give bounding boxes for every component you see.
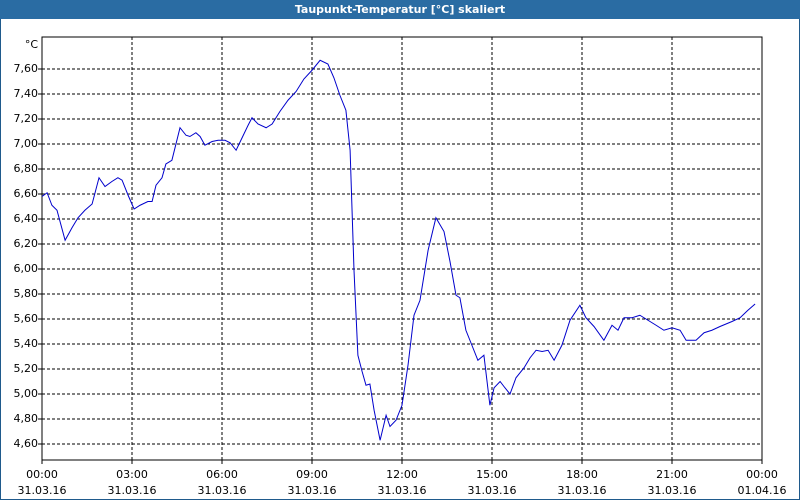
- x-tick-date: 31.03.16: [18, 484, 67, 497]
- x-tick-date: 31.03.16: [648, 484, 697, 497]
- x-tick-date: 31.03.16: [468, 484, 517, 497]
- x-tick-date: 31.03.16: [198, 484, 247, 497]
- y-tick-label: 5,40: [14, 337, 39, 350]
- y-tick-label: 6,40: [14, 212, 39, 225]
- x-tick-label: 18:00: [566, 468, 598, 481]
- y-tick-label: 4,80: [14, 412, 39, 425]
- data-line: [41, 59, 756, 441]
- y-tick-label: 6,20: [14, 237, 39, 250]
- y-tick-label: 5,60: [14, 312, 39, 325]
- x-tick-label: 03:00: [116, 468, 148, 481]
- y-tick-label: 6,80: [14, 162, 39, 175]
- y-tick-label: 5,80: [14, 287, 39, 300]
- x-tick-date: 31.03.16: [378, 484, 427, 497]
- x-tick-label: 00:00: [746, 468, 778, 481]
- x-tick-date: 01.04.16: [738, 484, 787, 497]
- y-tick-label: 6,60: [14, 187, 39, 200]
- y-tick-label: 5,20: [14, 362, 39, 375]
- y-tick-label: 7,60: [14, 62, 39, 75]
- x-tick-date: 31.03.16: [558, 484, 607, 497]
- y-tick-label: 7,40: [14, 87, 39, 100]
- y-tick-label: 7,20: [14, 112, 39, 125]
- x-tick-label: 12:00: [386, 468, 418, 481]
- x-tick-label: 09:00: [296, 468, 328, 481]
- x-tick-label: 15:00: [476, 468, 508, 481]
- x-tick-label: 06:00: [206, 468, 238, 481]
- x-tick-label: 21:00: [656, 468, 688, 481]
- x-tick-date: 31.03.16: [288, 484, 337, 497]
- y-tick-label: 6,00: [14, 262, 39, 275]
- x-tick-date: 31.03.16: [108, 484, 157, 497]
- y-unit: °C: [25, 38, 39, 51]
- y-tick-label: 5,00: [14, 387, 39, 400]
- x-tick-label: 00:00: [26, 468, 58, 481]
- y-tick-label: 4,60: [14, 437, 39, 450]
- chart-title: Taupunkt-Temperatur [°C] skaliert: [295, 3, 505, 16]
- title-bar: [0, 0, 800, 19]
- y-tick-label: 7,00: [14, 137, 39, 150]
